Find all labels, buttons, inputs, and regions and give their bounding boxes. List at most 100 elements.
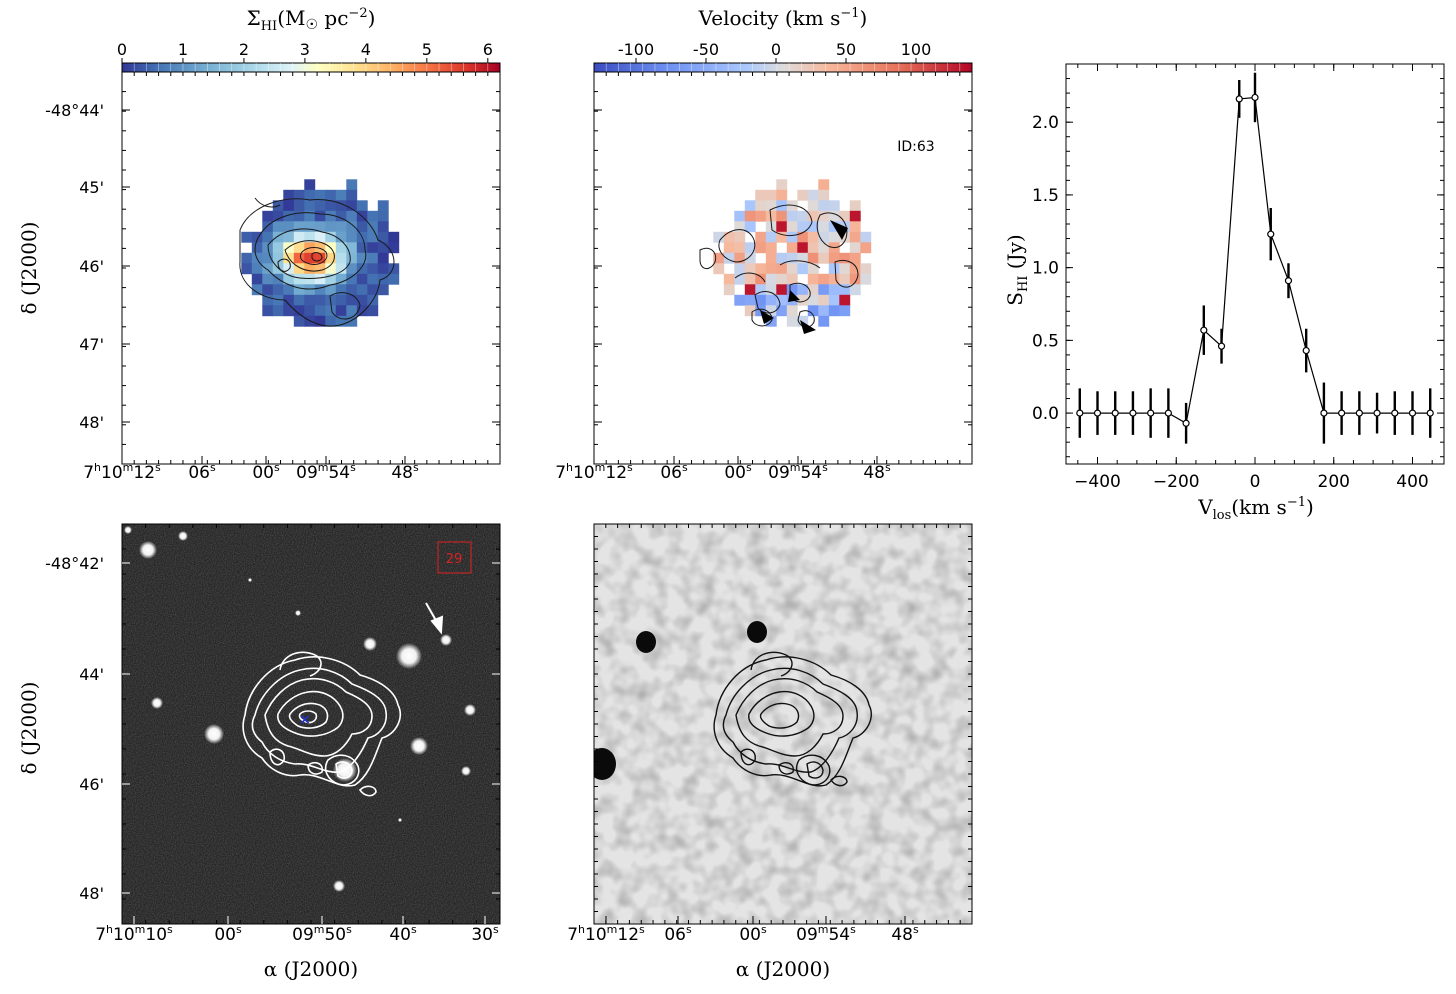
mom0-pixel [346,273,358,285]
ra-tick-label: 09m50s [292,923,352,945]
ra-tick-label: 48s [391,461,419,483]
mom1-pixel [828,263,840,275]
mom1-pixel [818,221,830,233]
star [124,526,132,534]
mom0-pixel [367,273,379,285]
mom0-pixel [272,231,284,243]
ra-tick-label: 30s [471,923,499,945]
mom1-contours [699,204,859,328]
mom0-pixel [356,294,368,306]
mom1-pixel [818,179,830,191]
radio-panel: 7h10m12s 06s 00s 09m54s 48s α (J2000) [567,523,973,981]
mom1-pixel [744,221,756,233]
mom1-pixel [818,189,830,201]
star [398,818,402,822]
ra-tick-label: 00s [724,461,752,483]
mom0-yticks: -48°44' 45' 46' 47' 48' [45,71,501,465]
mom0-pixel [325,231,337,243]
spectrum-point [1408,409,1417,417]
mom1-pixel [734,242,746,254]
colorbar-tick-label: 0 [117,40,127,59]
ra-tick-label: 7h10m12s [567,923,645,945]
mom0-pixel [304,189,316,201]
mom1-pixel [744,284,756,296]
ra-tick-label: 40s [389,923,417,945]
ra-tick-label: 7h10m10s [95,923,173,945]
mom1-pixel [786,252,798,264]
mom0-pixel [272,305,284,317]
mom1-pixel [828,210,840,222]
mom0-pixel [346,242,358,254]
mom1-pixel [807,305,819,317]
mom1-pixel [807,221,819,233]
mom0-pixel [377,242,389,254]
colorbar-tick-label: 5 [422,40,432,59]
spectrum-point [1076,409,1084,417]
mom0-pixel [325,200,337,212]
mom1-pixel [734,273,746,285]
mom1-pixel [818,242,830,254]
mom0-pixel [293,273,305,285]
mom0-pixel [262,221,274,233]
mom1-pixel [786,242,798,254]
mom1-pixel [755,294,767,306]
mom0-pixel [293,315,305,327]
mom1-pixel [807,294,819,306]
mom1-pixel [786,315,798,327]
spectrum-point [1355,409,1363,417]
x-tick-label: −200 [1153,472,1200,492]
mom0-pixel [293,231,305,243]
mom0-pixel [293,189,305,201]
mom0-pixel [262,294,274,306]
mom1-pixel [828,252,840,264]
colorbar-tick-label: 2 [239,40,249,59]
mom0-pixel [314,252,326,264]
center-marker: × [299,712,311,728]
mom0-pixel [346,179,358,191]
star [248,578,252,582]
mom1-colorbar-ticks: -100 -50 0 50 100 [605,40,961,72]
mom1-pixel [744,200,756,212]
ra-tick-label: 06s [660,461,688,483]
mom1-pixel [734,210,746,222]
dec-tick-label: 44' [79,665,104,684]
mom0-pixel [346,221,358,233]
mom1-pixel [828,200,840,212]
spectrum-point [1235,95,1243,103]
star [440,634,452,646]
mom0-pixel [367,284,379,296]
star [461,766,471,776]
dec-tick-label: 46' [79,257,104,276]
id-box [437,541,472,574]
mom0-pixel [283,231,295,243]
mom0-pixel [304,221,316,233]
mom0-pixel [367,263,379,275]
mom1-pixel [807,200,819,212]
mom0-colorbar-ticks: 0 1 2 3 4 5 6 [117,40,493,72]
mom0-pixel [325,284,337,296]
mom0-pixel [335,284,347,296]
mom0-pixel [335,263,347,275]
mom1-pixel [818,252,830,264]
dec-tick-label: 45' [79,178,104,197]
ra-tick-label: 00s [252,461,280,483]
ra-tick-label: 7h10m12s [83,461,161,483]
dec-tick-label: 46' [79,775,104,794]
mom0-pixel [272,210,284,222]
mom1-pixel [828,273,840,285]
mom0-pixel [304,284,316,296]
mom1-pixel [755,189,767,201]
mom1-pixel [765,252,777,264]
mom1-pixel [797,263,809,275]
mom1-pixel [860,273,872,285]
mom0-pixel [283,273,295,285]
mom0-pixel [325,189,337,201]
colorbar-tick-label: -100 [618,40,654,59]
star [333,880,345,892]
mom1-pixel [839,284,851,296]
mom0-pixel [262,284,274,296]
mom1-pixel [818,284,830,296]
mom1-pixel [776,263,788,275]
mom0-pixel [314,189,326,201]
